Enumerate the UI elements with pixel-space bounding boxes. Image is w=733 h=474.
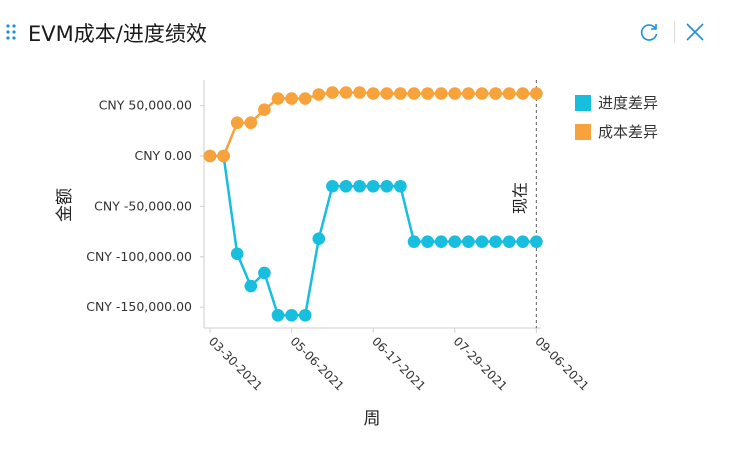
data-point: [258, 266, 271, 280]
data-point: [407, 235, 421, 248]
now-marker-label: 现在: [510, 182, 529, 214]
data-point: [394, 87, 407, 100]
x-tick-label: 03-30-2021: [206, 334, 265, 393]
data-point: [339, 86, 353, 99]
data-point: [489, 87, 502, 100]
y-axis-title: 金额: [55, 188, 75, 222]
x-tick-label: 07-29-2021: [451, 334, 510, 393]
data-point: [516, 235, 530, 248]
legend-label: 进度差异: [598, 94, 659, 112]
y-tick-label: CNY 0.00: [134, 148, 192, 163]
data-point: [475, 87, 489, 100]
data-point: [530, 87, 543, 100]
data-point: [434, 235, 448, 248]
data-point: [366, 87, 380, 100]
series-line: [210, 91, 537, 158]
data-point: [244, 279, 258, 293]
series-line: [210, 154, 537, 317]
data-point: [230, 116, 244, 130]
data-point: [285, 308, 298, 322]
data-point: [271, 308, 285, 322]
data-point: [244, 116, 258, 130]
data-point: [380, 179, 394, 193]
data-point: [380, 87, 394, 100]
x-axis-title: 周: [364, 409, 381, 429]
data-point: [475, 235, 489, 248]
y-tick-label: CNY -100,000.00: [86, 249, 192, 264]
data-point: [502, 87, 516, 100]
data-point: [271, 92, 285, 105]
data-point: [353, 86, 366, 99]
data-point: [353, 179, 366, 193]
legend-swatch: [575, 94, 591, 111]
data-point: [217, 149, 230, 163]
data-point: [407, 87, 421, 100]
y-tick-label: CNY -150,000.00: [86, 299, 192, 314]
data-point: [326, 179, 339, 193]
header-divider: [674, 21, 675, 43]
x-tick-label: 06-17-2021: [369, 334, 428, 393]
data-point: [530, 235, 543, 248]
data-point: [448, 235, 462, 248]
data-point: [366, 179, 380, 193]
data-point: [516, 87, 530, 100]
data-point: [462, 87, 475, 100]
data-point: [230, 247, 244, 261]
data-point: [203, 149, 217, 163]
legend-label: 成本差异: [598, 123, 659, 141]
data-point: [326, 86, 339, 99]
y-tick-label: CNY -50,000.00: [94, 198, 192, 213]
data-point: [448, 87, 462, 100]
legend-item[interactable]: 成本差异: [575, 117, 658, 146]
data-point: [298, 92, 312, 105]
x-tick-label: 09-06-2021: [532, 334, 591, 393]
legend-item[interactable]: 进度差异: [575, 88, 658, 117]
x-tick-label: 05-06-2021: [287, 334, 346, 393]
drag-handle-icon[interactable]: [6, 24, 18, 40]
close-icon[interactable]: [684, 21, 706, 43]
data-point: [312, 88, 326, 101]
data-point: [339, 179, 353, 193]
data-point: [394, 179, 407, 193]
data-point: [462, 235, 475, 248]
data-point: [421, 235, 434, 248]
data-point: [312, 232, 326, 245]
widget-header: EVM成本/进度绩效: [0, 0, 733, 62]
widget-title: EVM成本/进度绩效: [28, 22, 207, 46]
data-point: [502, 235, 516, 248]
data-point: [489, 235, 502, 248]
data-point: [421, 87, 434, 100]
data-point: [298, 308, 312, 322]
data-point: [285, 92, 298, 105]
chart-legend: 进度差异 成本差异: [575, 88, 658, 146]
evm-line-chart: CNY -150,000.00 CNY -100,000.00 CNY -50,00…: [55, 80, 591, 429]
data-point: [434, 87, 448, 100]
refresh-icon[interactable]: [638, 21, 660, 43]
y-tick-label: CNY 50,000.00: [99, 98, 192, 113]
data-point: [258, 103, 271, 116]
legend-swatch: [575, 123, 591, 140]
